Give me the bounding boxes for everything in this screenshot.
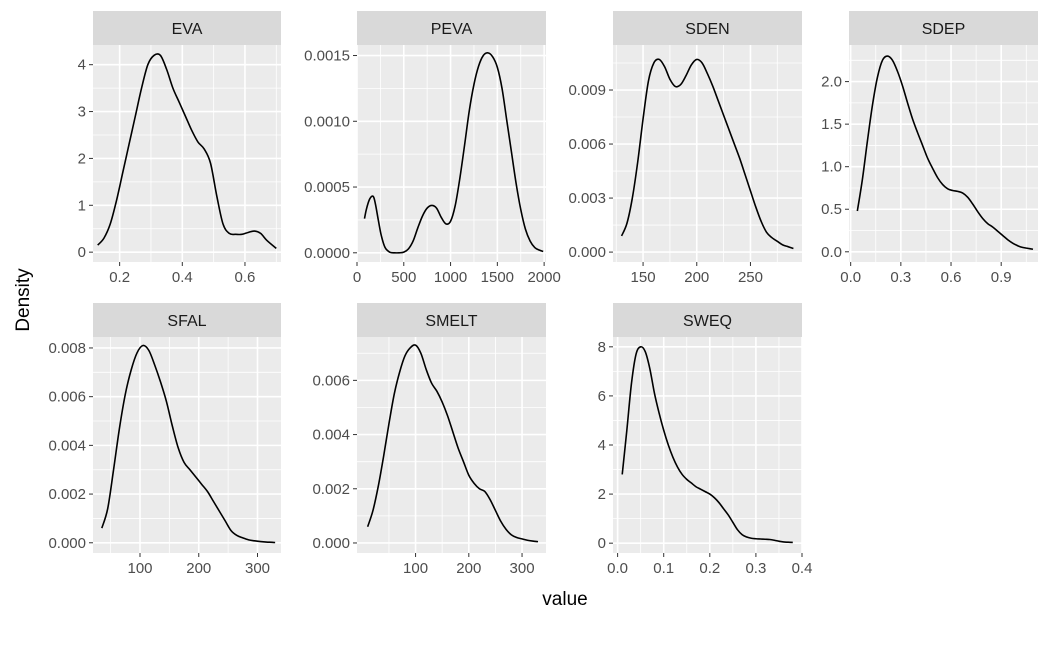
panel-eva: EVA 0.2 0.4 0.6 0 1 2 3 4	[78, 11, 281, 286]
density-curve-sfal	[101, 344, 276, 544]
y-tick-label: 0.000	[568, 244, 606, 261]
y-tick-label: 0.0000	[304, 245, 350, 262]
panel-sweq: SWEQ 0.0 0.1 0.2 0.3 0.4 0 2 4 6 8	[598, 303, 813, 577]
y-tick-label: 0.0015	[304, 48, 350, 65]
x-tick-label: 100	[127, 560, 152, 577]
y-tick-label: 4	[78, 57, 86, 74]
x-tick-label: 0.9	[991, 269, 1012, 286]
density-curve-sweq	[621, 345, 793, 544]
x-tick-label: 0.6	[941, 269, 962, 286]
y-tick-label: 0.006	[568, 136, 606, 153]
panel-sfal: SFAL 100 200 300 0.000 0.002 0.004 0.006 0.008	[48, 303, 281, 577]
y-tick-label: 0.008	[48, 340, 86, 357]
y-tick-label: 0.002	[48, 486, 86, 503]
x-tick-label: 0.1	[653, 560, 674, 577]
y-tick-label: 1.0	[821, 159, 842, 176]
y-tick-label: 0.003	[568, 190, 606, 207]
strip-label-smelt: SMELT	[425, 313, 477, 330]
x-tick-label: 150	[631, 269, 656, 286]
strip-smelt	[357, 303, 546, 337]
density-curve-smelt	[366, 344, 539, 543]
y-tick-label: 0.009	[568, 82, 606, 99]
x-tick-label: 200	[684, 269, 709, 286]
x-tick-label: 0.6	[235, 269, 256, 286]
x-tick-label: 0.2	[699, 560, 720, 577]
x-tick-label: 0.3	[745, 560, 766, 577]
x-axis-title: value	[542, 589, 587, 610]
x-tick-label: 500	[391, 269, 416, 286]
strip-label-eva: EVA	[172, 21, 203, 38]
y-tick-label: 8	[598, 339, 606, 356]
strip-peva	[357, 11, 546, 45]
y-tick-label: 0.002	[312, 481, 350, 498]
strip-sdep	[849, 11, 1038, 45]
strip-sden	[613, 11, 802, 45]
panel-background-eva	[93, 45, 281, 262]
panel-background-sden	[613, 45, 802, 262]
y-tick-label: 1.5	[821, 116, 842, 133]
strip-label-sfal: SFAL	[167, 313, 206, 330]
density-curve-eva	[97, 53, 277, 250]
x-tick-label: 2000	[527, 269, 560, 286]
strip-label-sden: SDEN	[685, 21, 729, 38]
strip-eva	[93, 11, 281, 45]
x-tick-label: 0.4	[172, 269, 193, 286]
y-tick-label: 4	[598, 437, 606, 454]
y-tick-label: 2.0	[821, 74, 842, 91]
strip-sfal	[93, 303, 281, 337]
x-tick-label: 0.4	[792, 560, 813, 577]
strip-label-peva: PEVA	[431, 21, 473, 38]
y-tick-label: 0	[598, 535, 606, 552]
x-tick-label: 0.0	[840, 269, 861, 286]
x-tick-label: 0.3	[890, 269, 911, 286]
panel-sden: SDEN 150 200 250 0.000 0.003 0.006 0.009	[568, 11, 802, 286]
strip-label-sweq: SWEQ	[683, 313, 732, 330]
x-tick-label: 0.2	[109, 269, 130, 286]
x-tick-label: 200	[456, 560, 481, 577]
y-tick-label: 0.0010	[304, 113, 350, 130]
y-tick-label: 0.004	[48, 437, 86, 454]
density-curve-sdep	[856, 55, 1034, 251]
x-tick-label: 0.0	[607, 560, 628, 577]
panel-sdep: SDEP 0.0 0.3 0.6 0.9 0.0 0.5 1.0 1.5 2.0	[821, 11, 1038, 286]
y-tick-label: 0.0	[821, 244, 842, 261]
x-tick-label: 1500	[481, 269, 514, 286]
x-tick-label: 300	[245, 560, 270, 577]
y-tick-label: 3	[78, 104, 86, 121]
y-tick-label: 2	[78, 150, 86, 167]
y-tick-label: 0.5	[821, 201, 842, 218]
y-tick-label: 1	[78, 197, 86, 214]
strip-label-sdep: SDEP	[922, 21, 966, 38]
panel-background-peva	[357, 45, 546, 262]
x-tick-label: 0	[353, 269, 361, 286]
y-axis-title: Density	[13, 268, 34, 332]
x-tick-label: 1000	[434, 269, 467, 286]
y-tick-label: 0.004	[312, 427, 350, 444]
y-tick-label: 0.006	[312, 372, 350, 389]
x-tick-label: 300	[510, 560, 535, 577]
x-tick-label: 200	[186, 560, 211, 577]
y-tick-label: 0.000	[48, 535, 86, 552]
y-tick-label: 0.0005	[304, 179, 350, 196]
y-tick-label: 0	[78, 244, 86, 261]
density-curve-sden	[620, 58, 794, 250]
panel-peva: PEVA 0 500 1000 1500 2000 0.0000 0.0005 0.0010 0.…	[304, 11, 561, 286]
panel-smelt: SMELT 100 200 300 0.000 0.002 0.004 0.006	[312, 303, 546, 577]
y-tick-label: 0.006	[48, 389, 86, 406]
x-tick-label: 100	[403, 560, 428, 577]
y-tick-label: 2	[598, 486, 606, 503]
density-curve-peva	[363, 52, 544, 254]
strip-sweq	[613, 303, 802, 337]
y-tick-label: 6	[598, 388, 606, 405]
panel-background-smelt	[357, 337, 546, 553]
y-tick-label: 0.000	[312, 535, 350, 552]
x-tick-label: 250	[738, 269, 763, 286]
